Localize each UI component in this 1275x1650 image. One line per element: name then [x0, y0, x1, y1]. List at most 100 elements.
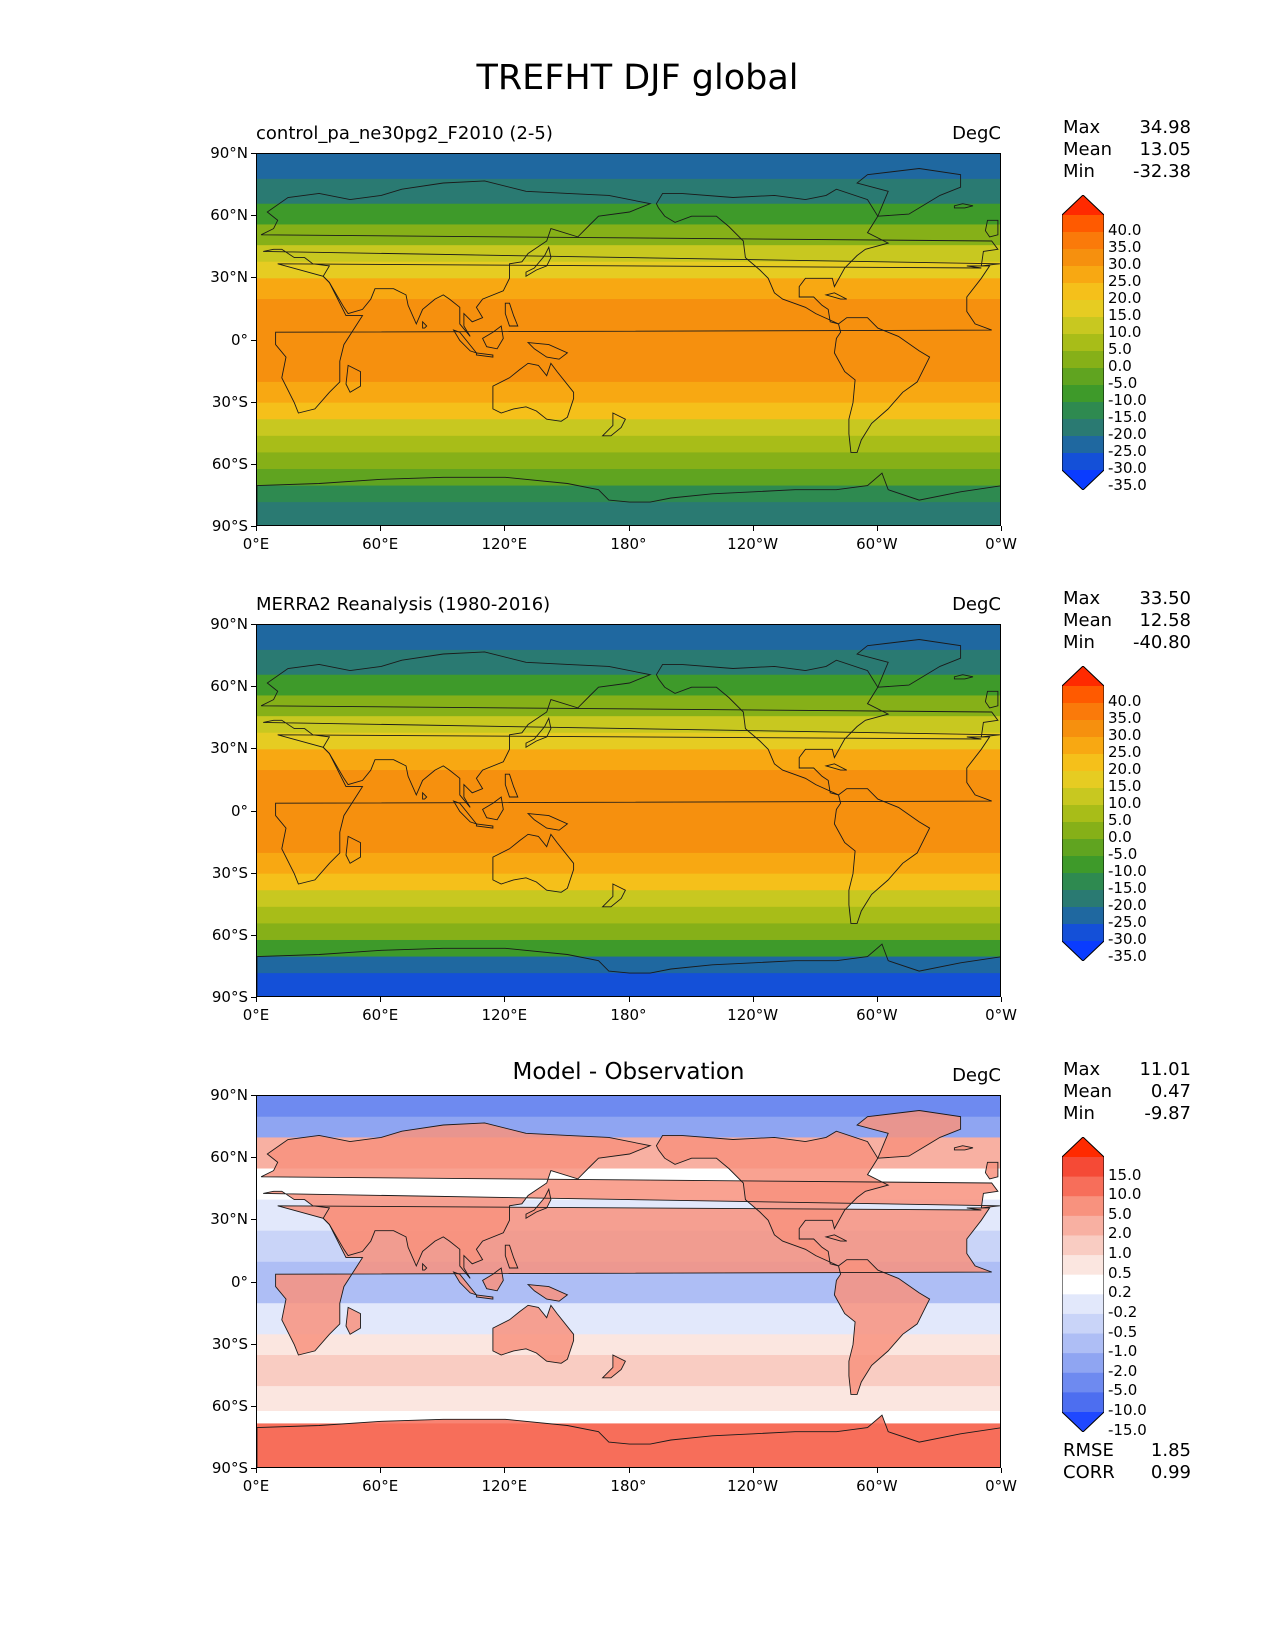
lon-tick-label: 180° [610, 1477, 647, 1495]
stat-label: Max [1063, 1059, 1101, 1080]
field-band [257, 1386, 1000, 1412]
stat-label: Min [1063, 632, 1095, 653]
field-band [257, 973, 1000, 996]
colorbar-segment [1062, 402, 1104, 420]
lat-tick-label: 90°N [210, 615, 248, 633]
field-band [257, 716, 1000, 734]
colorbar-label: -25.0 [1108, 442, 1147, 460]
coastline [525, 245, 552, 278]
coastline [452, 1271, 478, 1296]
lat-tick-mark [251, 339, 256, 341]
stat-label: Mean [1063, 1081, 1113, 1102]
colorbar-segment [1062, 232, 1104, 250]
stats-box: Max 34.98 Mean 13.05 Min -32.38 [1063, 117, 1191, 183]
lat-tick-label: 30°N [210, 739, 248, 758]
colorbar-label: 1.0 [1108, 1244, 1132, 1263]
colorbar [1061, 194, 1105, 494]
field-band [257, 890, 1000, 908]
field-bands [257, 154, 1000, 525]
field-band [257, 695, 1000, 717]
colorbar-segment [1062, 822, 1104, 840]
colorbar-segment [1062, 1235, 1104, 1256]
colorbar-label: -10.0 [1108, 1401, 1147, 1419]
colorbar-label: 30.0 [1108, 255, 1142, 273]
coastline [984, 1161, 999, 1180]
colorbar-segment [1062, 805, 1104, 823]
stat-row: Min -32.38 [1063, 161, 1191, 183]
coastline [833, 1259, 931, 1395]
lat-tick-label: 0° [230, 330, 248, 349]
coastline [260, 180, 1000, 337]
field-band [257, 299, 1000, 383]
colorbar-label: 5.0 [1108, 1204, 1132, 1223]
field-band [257, 956, 1000, 974]
field-band [257, 674, 1000, 697]
coastline [475, 823, 494, 829]
colorbar-label: -15.0 [1108, 408, 1147, 426]
lat-tick-mark [251, 872, 256, 874]
lon-tick-mark [1001, 997, 1002, 1002]
lat-tick-label: 30°S [211, 863, 248, 882]
lon-tick-label: 60°E [362, 1477, 399, 1495]
lat-tick-mark [251, 401, 256, 403]
field-band [257, 245, 1000, 263]
coastline [345, 364, 361, 393]
coastline [953, 203, 974, 209]
colorbar-segment [1062, 436, 1104, 454]
lat-tick-mark [251, 1157, 256, 1159]
colorbar-label: -0.5 [1108, 1322, 1138, 1341]
field-band [257, 732, 1000, 750]
lon-tick-label: 0°W [985, 1477, 1017, 1495]
field-band [257, 468, 1000, 487]
lat-tick-label: 60°S [211, 454, 248, 473]
stat-row: Mean 12.58 [1063, 610, 1191, 632]
stat-value: 1.85 [1150, 1440, 1191, 1461]
lat-tick-label: 0° [230, 1272, 248, 1291]
colorbar-segment [1062, 1176, 1104, 1197]
colorbar-label: 5.0 [1108, 811, 1132, 829]
lon-tick-label: 0°W [985, 535, 1017, 553]
field-band [257, 1334, 1000, 1356]
coastlines [257, 168, 1000, 525]
stats-box: Max 11.01 Mean 0.47 Min -9.87 [1063, 1059, 1191, 1125]
colorbar-label: -1.0 [1108, 1342, 1138, 1361]
lat-tick-label: 90°N [210, 1086, 248, 1104]
field-band [257, 1096, 1000, 1118]
colorbar-label: -0.2 [1108, 1302, 1138, 1321]
stat-label: Mean [1063, 610, 1113, 631]
coastline [526, 813, 569, 831]
panel-title: Model - Observation [512, 1059, 745, 1085]
colorbar-label: 0.2 [1108, 1283, 1132, 1302]
colorbar-segment [1062, 1313, 1104, 1335]
lon-tick-mark [256, 1468, 257, 1473]
stat-label: Max [1063, 117, 1101, 138]
colorbar-segment [1062, 703, 1104, 721]
coastline [422, 1262, 428, 1271]
coastline [953, 674, 974, 680]
lat-tick-label: 0° [230, 801, 248, 820]
colorbar-label: 35.0 [1108, 709, 1142, 727]
coastline [824, 763, 848, 771]
colorbar-label: -10.0 [1108, 391, 1147, 409]
units-label: DegC [952, 1065, 1001, 1086]
colorbar-label: -5.0 [1108, 374, 1138, 392]
lon-tick-mark [752, 526, 754, 531]
coastline [492, 362, 575, 422]
coastline [475, 1294, 494, 1300]
lon-tick-mark [504, 1468, 506, 1473]
field-band [257, 154, 1000, 180]
stat-value: 11.01 [1139, 1059, 1191, 1080]
colorbar-extend-top [1062, 1137, 1104, 1157]
map-plot [256, 153, 1001, 526]
lat-tick-label: 60°S [211, 1396, 248, 1415]
units-label: DegC [952, 594, 1001, 615]
colorbar-segment [1062, 1392, 1104, 1413]
lon-tick-label: 120°W [727, 535, 779, 553]
lon-tick-mark [752, 997, 754, 1002]
lon-tick-mark [628, 997, 630, 1002]
stat-row: Mean 0.47 [1063, 1081, 1191, 1103]
coastline [475, 352, 494, 358]
coastline [482, 325, 504, 350]
colorbar-label: -10.0 [1108, 862, 1147, 880]
stat-value: -32.38 [1132, 161, 1191, 182]
